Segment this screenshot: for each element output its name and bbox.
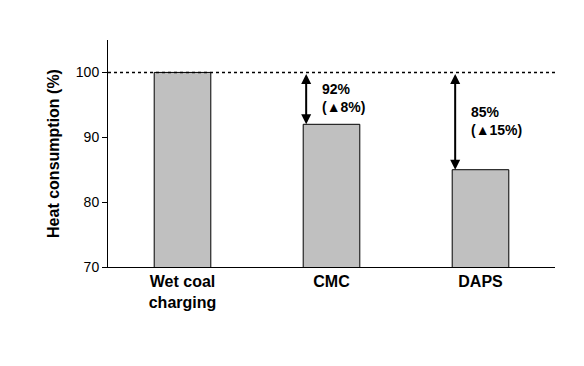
svg-text:DAPS: DAPS: [458, 273, 503, 290]
svg-text:92%(▲8%): 92%(▲8%): [322, 81, 365, 115]
svg-text:70: 70: [84, 259, 100, 275]
svg-text:Wet coalcharging: Wet coalcharging: [149, 273, 217, 311]
svg-text:100: 100: [76, 64, 100, 80]
svg-text:85%(▲15%): 85%(▲15%): [471, 104, 522, 138]
svg-text:CMC: CMC: [313, 273, 350, 290]
svg-text:Heat consumption (%): Heat consumption (%): [45, 69, 62, 238]
svg-text:80: 80: [84, 194, 100, 210]
svg-text:90: 90: [84, 129, 100, 145]
